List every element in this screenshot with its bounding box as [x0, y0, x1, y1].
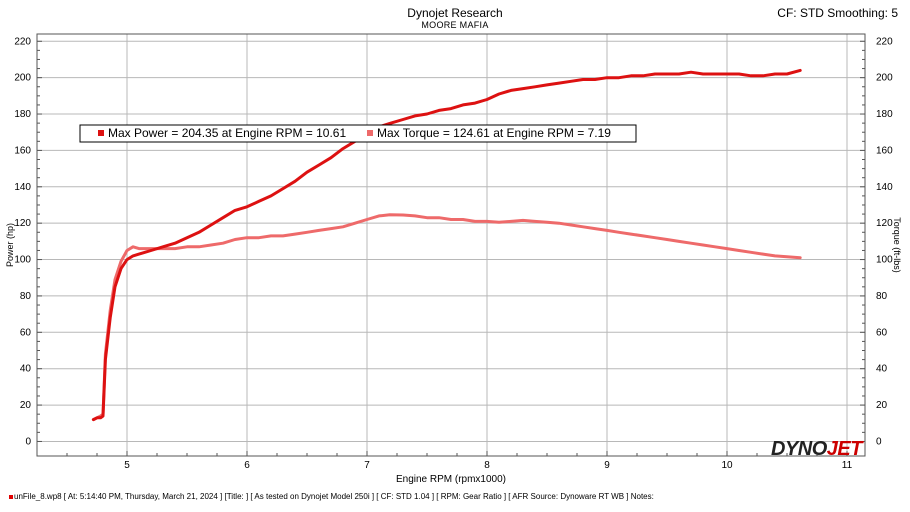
- y-tick-label-right: 120: [876, 218, 893, 229]
- y-tick-label-right: 200: [876, 73, 893, 84]
- y-tick-label-left: 80: [20, 291, 32, 302]
- y-tick-label-right: 180: [876, 109, 893, 120]
- y-tick-label-right: 160: [876, 145, 893, 156]
- x-tick-label: 6: [244, 460, 250, 471]
- y-tick-label-right: 220: [876, 36, 893, 47]
- legend: Max Power = 204.35 at Engine RPM = 10.61…: [79, 124, 637, 143]
- axes: 5 6 7 8 9 10 11 0 0 20 20 40 40 60 60 80 80 100 100 120 120 1…: [14, 36, 893, 471]
- y-tick-label-left: 200: [14, 73, 31, 84]
- y-axis-label-right: Torque (ft-lbs): [892, 217, 902, 273]
- x-tick-label: 5: [124, 460, 130, 471]
- y-tick-label-right: 100: [876, 255, 893, 266]
- y-tick-label-left: 100: [14, 255, 31, 266]
- footer-text: unFile_8.wp8 [ At: 5:14:40 PM, Thursday,…: [14, 492, 654, 501]
- dynojet-logo: DYNOJET: [771, 438, 862, 460]
- y-tick-label-left: 120: [14, 218, 31, 229]
- x-tick-label: 11: [842, 460, 853, 471]
- y-tick-label-right: 60: [876, 327, 888, 338]
- plot-area-border: [36, 33, 866, 457]
- y-tick-label-left: 180: [14, 109, 31, 120]
- y-tick-label-left: 40: [20, 364, 32, 375]
- y-tick-label-left: 20: [20, 400, 32, 411]
- y-tick-label-right: 40: [876, 364, 888, 375]
- y-tick-label-left: 60: [20, 327, 32, 338]
- y-tick-label-right: 0: [876, 436, 882, 447]
- power-curve: [91, 68, 802, 422]
- x-tick-label: 9: [604, 460, 610, 471]
- y-tick-label-left: 160: [14, 145, 31, 156]
- torque-curve: [91, 213, 802, 422]
- legend-box: [79, 124, 637, 143]
- footer-run-info: unFile_8.wp8 [ At: 5:14:40 PM, Thursday,…: [9, 492, 654, 501]
- legend-torque-label: Max Torque = 124.61 at Engine RPM = 7.19: [377, 126, 611, 140]
- correction-factor-info: CF: STD Smoothing: 5: [777, 6, 898, 20]
- x-tick-label: 7: [364, 460, 370, 471]
- legend-power-label: Max Power = 204.35 at Engine RPM = 10.61: [108, 126, 346, 140]
- x-tick-label: 10: [721, 460, 733, 471]
- legend-power-swatch: [98, 130, 104, 136]
- x-tick-label: 8: [484, 460, 490, 471]
- y-tick-label-right: 140: [876, 182, 893, 193]
- chart-title: Dynojet Research: [407, 6, 503, 20]
- y-tick-label-right: 20: [876, 400, 888, 411]
- run-color-marker: [9, 494, 13, 499]
- series: [91, 68, 802, 422]
- y-tick-label-left: 220: [14, 36, 31, 47]
- chart-subtitle: MOORE MAFIA: [421, 20, 489, 30]
- y-tick-label-left: 0: [25, 436, 31, 447]
- y-axis-label-left: Power (hp): [5, 223, 15, 267]
- legend-torque-swatch: [367, 130, 373, 136]
- x-axis-label: Engine RPM (rpmx1000): [396, 474, 506, 485]
- y-tick-label-left: 140: [14, 182, 31, 193]
- grid: [37, 34, 865, 456]
- y-tick-label-right: 80: [876, 291, 888, 302]
